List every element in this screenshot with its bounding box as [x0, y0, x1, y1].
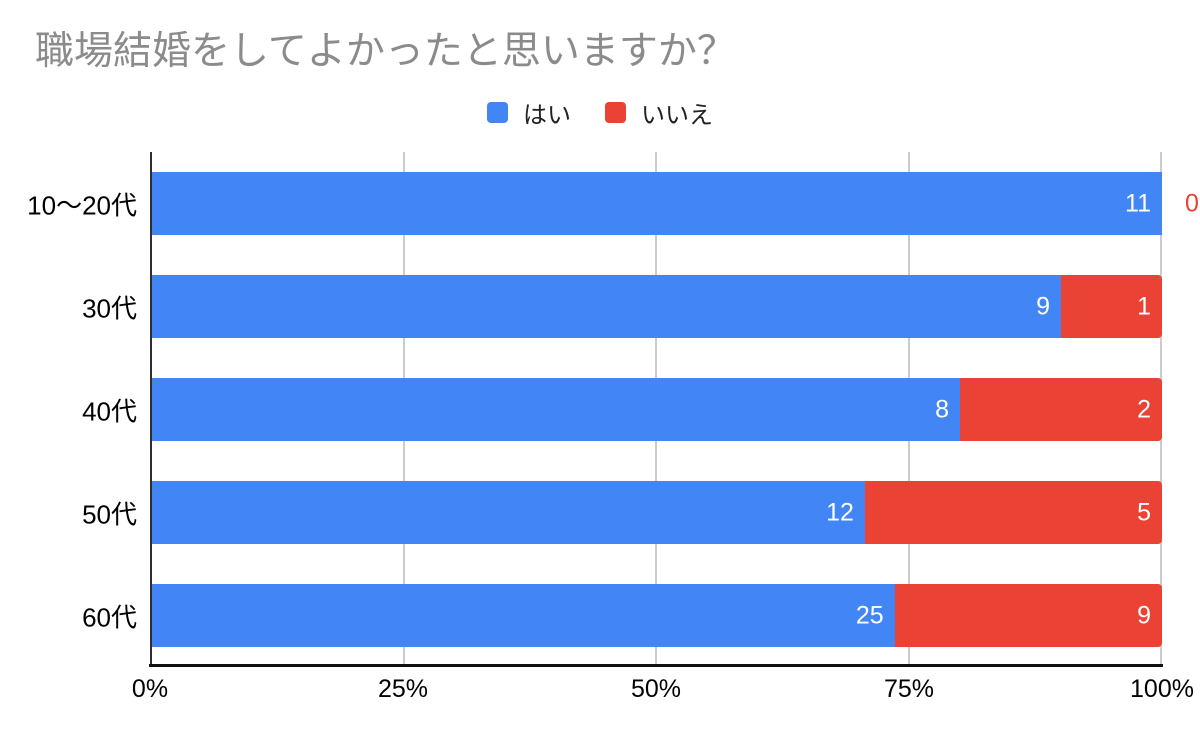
- bar-segment-yes[interactable]: 12: [152, 481, 865, 544]
- legend: はい いいえ: [0, 98, 1200, 129]
- category-label: 40代: [82, 396, 137, 426]
- x-tick-label: 50%: [630, 675, 682, 703]
- bar-value-label: 2: [1137, 395, 1151, 423]
- bar-value-label: 5: [1137, 498, 1151, 526]
- bar-segment-yes[interactable]: 11: [152, 172, 1162, 235]
- bar-row: 50代 12 5: [82, 481, 1162, 544]
- bar-value-label: 12: [826, 498, 854, 526]
- x-tick-label: 25%: [377, 675, 429, 703]
- bar-track: 25 9: [152, 584, 1162, 647]
- x-tick-label: 100%: [1130, 675, 1194, 703]
- bar-value-label: 11: [1125, 189, 1151, 217]
- legend-item-no[interactable]: いいえ: [605, 95, 713, 130]
- bar-value-label: 9: [1137, 601, 1151, 629]
- bar-segment-yes[interactable]: 25: [152, 584, 895, 647]
- legend-item-yes[interactable]: はい: [487, 95, 571, 130]
- bar-row: 60代 25 9: [82, 584, 1162, 647]
- x-axis-line: [149, 664, 1163, 667]
- category-label: 10〜20代: [27, 190, 137, 220]
- bar-row: 30代 9 1: [82, 275, 1162, 338]
- bar-segment-yes[interactable]: 8: [152, 378, 960, 441]
- category-label: 60代: [82, 602, 137, 632]
- bar-rows: 10〜20代 11 0 30代 9 1 40代 8 2 50代 12 5 60代 25 9: [27, 152, 1199, 667]
- legend-swatch-icon: [605, 101, 626, 123]
- category-label: 50代: [82, 499, 137, 529]
- plot-area: 10〜20代 11 0 30代 9 1 40代 8 2 50代 12 5 60代 25 9: [27, 152, 1199, 667]
- bar-row: 40代 8 2: [82, 378, 1162, 441]
- bar-value-label: 8: [935, 395, 949, 423]
- bar-track: 12 5: [152, 481, 1162, 544]
- bar-segment-no[interactable]: 1: [1061, 275, 1162, 338]
- x-tick-label: 0%: [131, 675, 169, 703]
- bar-segment-no[interactable]: 2: [960, 378, 1162, 441]
- bar-track: 11 0: [152, 172, 1199, 235]
- bar-value-label: 9: [1036, 292, 1050, 320]
- x-axis-labels: 0% 25% 50% 75% 100%: [132, 675, 1194, 705]
- bar-segment-no[interactable]: 5: [864, 481, 1162, 544]
- legend-label: はい: [523, 101, 571, 129]
- legend-swatch-icon: [487, 101, 508, 123]
- bar-segment-no[interactable]: 9: [894, 584, 1162, 647]
- bar-value-label: 25: [855, 601, 884, 629]
- bar-value-label: 1: [1137, 292, 1151, 320]
- bar-row: 10〜20代 11 0: [27, 172, 1199, 235]
- legend-label: いいえ: [641, 101, 713, 129]
- x-tick-label: 75%: [883, 675, 935, 703]
- chart-title: 職場結婚をしてよかったと思いますか？: [35, 30, 736, 73]
- category-label: 30代: [82, 293, 137, 323]
- bar-segment-yes[interactable]: 9: [152, 275, 1061, 338]
- bar-value-label-outside: 0: [1185, 189, 1199, 217]
